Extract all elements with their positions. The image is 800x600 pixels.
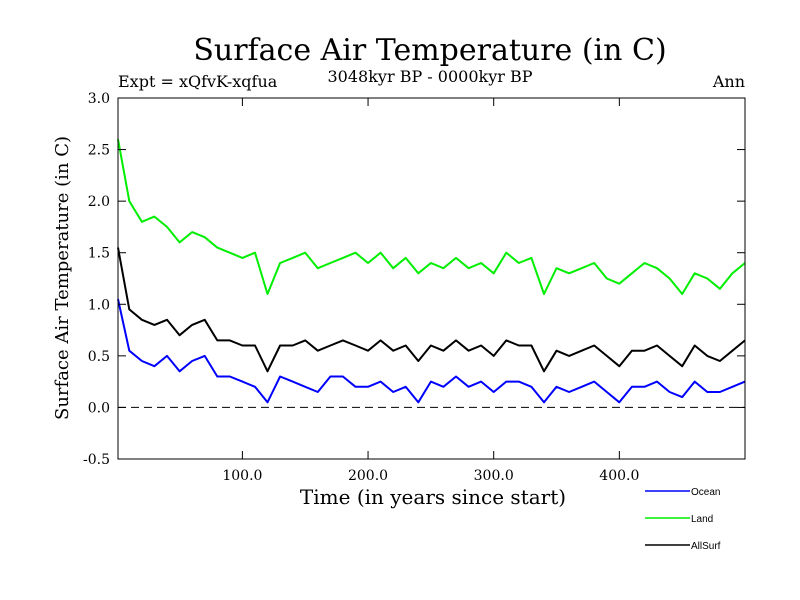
y-tick-label: 0.0 bbox=[88, 400, 110, 416]
plot-frame bbox=[117, 97, 746, 460]
x-tick-label: 400.0 bbox=[599, 468, 639, 484]
x-axis-label: Time (in years since start) bbox=[300, 485, 566, 509]
y-tick-label: 1.5 bbox=[88, 246, 110, 262]
legend: Ocean Land AllSurf bbox=[645, 487, 721, 552]
y-tick-label: 0.5 bbox=[88, 349, 110, 365]
y-tick-label: 1.0 bbox=[88, 297, 110, 313]
chart-subtitle: 3048kyr BP - 0000kyr BP bbox=[328, 67, 533, 86]
series-line-land bbox=[117, 139, 746, 295]
legend-label-ocean: Ocean bbox=[691, 487, 720, 498]
expt-label: Expt = xQfvK-xqfua bbox=[118, 72, 278, 91]
tick-layer: -0.5 0.0 0.5 1.0 1.5 2.0 2.5 3.0 100.0 200.0 300.0… bbox=[83, 91, 745, 484]
y-tick-label: 2.5 bbox=[88, 143, 110, 159]
chart-title: Surface Air Temperature (in C) bbox=[193, 33, 666, 68]
x-tick-label: 200.0 bbox=[348, 468, 388, 484]
x-tick-label: 100.0 bbox=[222, 468, 262, 484]
series-line-allsurf bbox=[117, 247, 746, 373]
legend-label-land: Land bbox=[691, 514, 713, 525]
series-line-ocean bbox=[117, 298, 746, 404]
season-label: Ann bbox=[712, 72, 745, 91]
series-layer bbox=[117, 139, 746, 404]
x-tick-label: 300.0 bbox=[474, 468, 514, 484]
y-tick-label: 2.0 bbox=[88, 194, 110, 210]
legend-label-allsurf: AllSurf bbox=[691, 541, 721, 552]
y-tick-label: 3.0 bbox=[88, 91, 110, 107]
y-axis-label: Surface Air Temperature (in C) bbox=[52, 136, 73, 420]
y-tick-label: -0.5 bbox=[83, 452, 110, 468]
